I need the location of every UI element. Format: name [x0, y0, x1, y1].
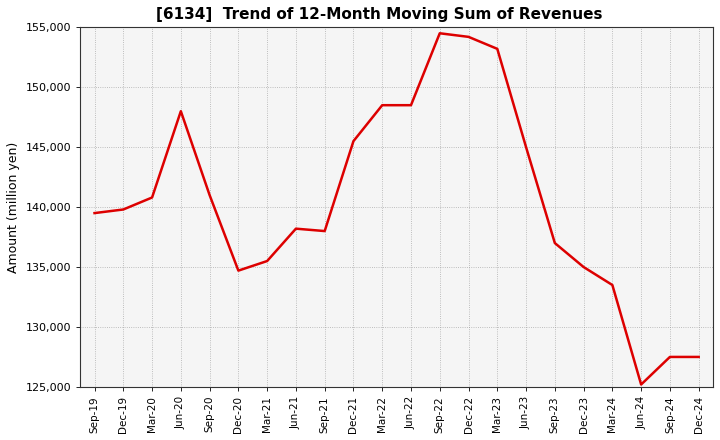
Y-axis label: Amount (million yen): Amount (million yen)	[7, 142, 20, 273]
Text: [6134]  Trend of 12-Month Moving Sum of Revenues: [6134] Trend of 12-Month Moving Sum of R…	[156, 7, 603, 22]
